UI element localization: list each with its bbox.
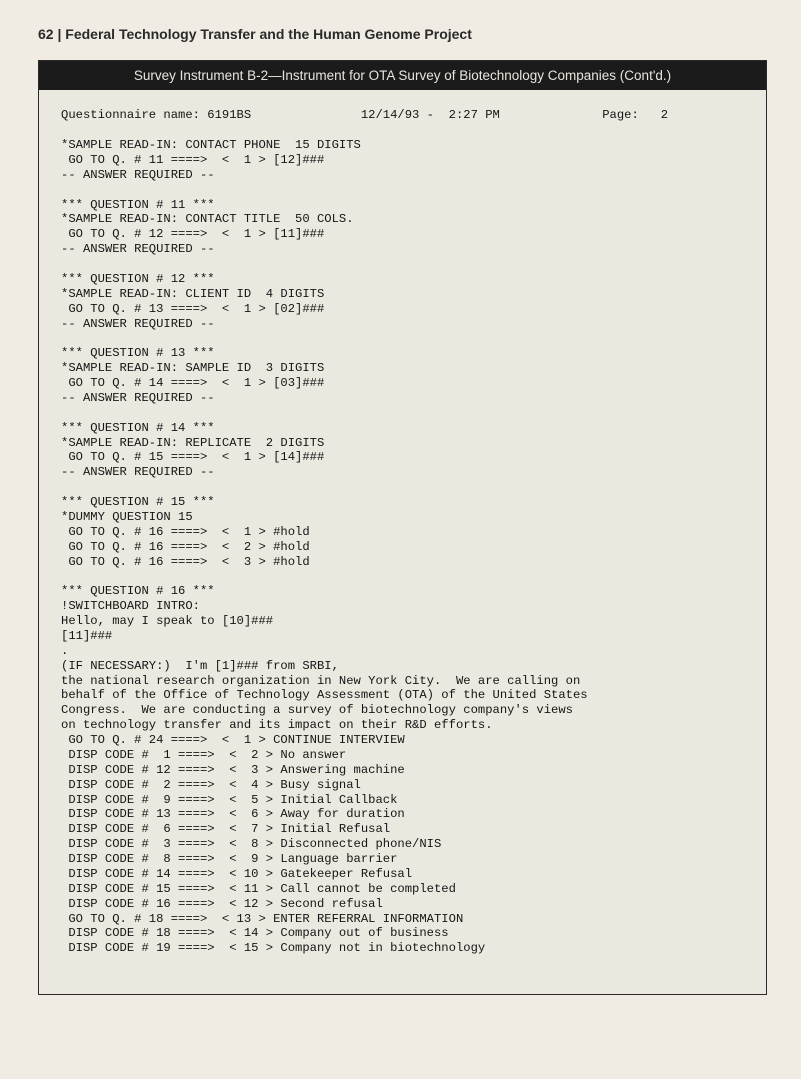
panel-content: Questionnaire name: 6191BS 12/14/93 - 2:… xyxy=(39,90,766,994)
questionnaire-meta-line: Questionnaire name: 6191BS 12/14/93 - 2:… xyxy=(61,108,744,122)
document-page: 62 | Federal Technology Transfer and the… xyxy=(0,0,801,1079)
instrument-title-bar: Survey Instrument B-2—Instrument for OTA… xyxy=(39,61,766,90)
running-head: 62 | Federal Technology Transfer and the… xyxy=(38,26,767,42)
questionnaire-body: *SAMPLE READ-IN: CONTACT PHONE 15 DIGITS… xyxy=(61,138,744,956)
survey-panel: Survey Instrument B-2—Instrument for OTA… xyxy=(38,60,767,995)
